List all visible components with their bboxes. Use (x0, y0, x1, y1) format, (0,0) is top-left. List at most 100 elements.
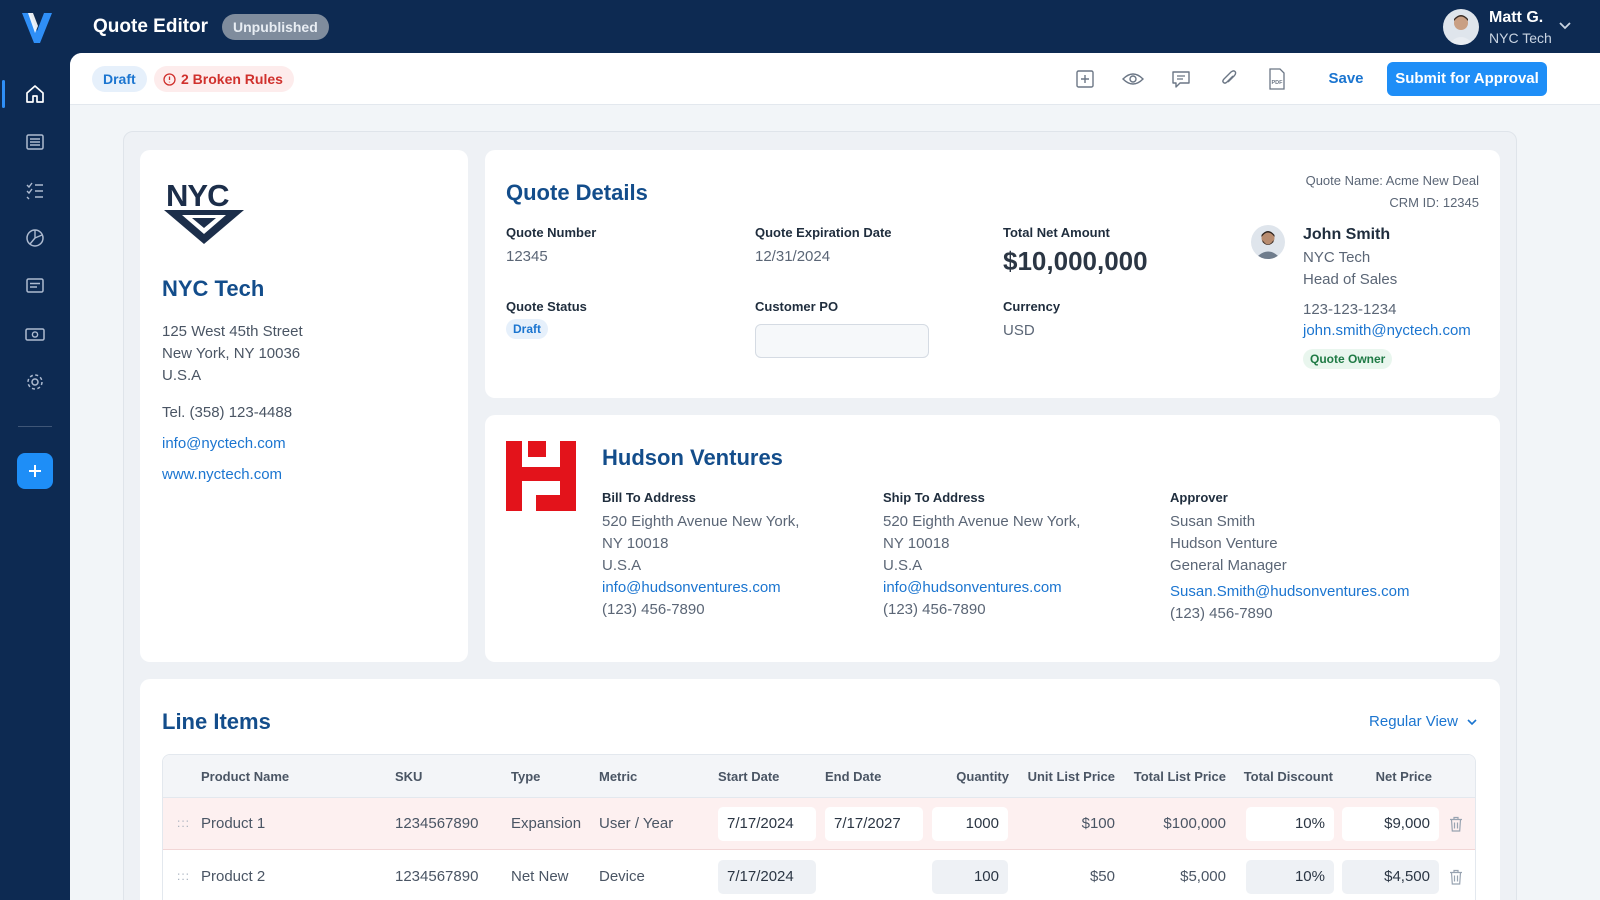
table-row[interactable]: ::: Product 1 1234567890 Expansion User … (163, 798, 1475, 850)
approver-line: General Manager (1170, 557, 1287, 574)
sidebar-item-billing[interactable] (22, 321, 48, 347)
vendor-card[interactable]: NYC NYC Tech 125 West 45th Street New Yo… (140, 150, 468, 662)
app-logo-icon[interactable] (20, 9, 54, 45)
quote-owner-badge: Quote Owner (1303, 349, 1393, 369)
vendor-website-link[interactable]: www.nyctech.com (162, 466, 283, 483)
column-header[interactable]: Start Date (718, 769, 780, 784)
comments-button[interactable] (1170, 68, 1192, 90)
gear-icon (27, 374, 43, 390)
trash-icon[interactable] (1449, 816, 1463, 832)
bill-to-section: Bill To Address 520 Eighth Avenue New Yo… (602, 490, 799, 621)
nyc-tech-logo: NYC (164, 178, 244, 244)
column-header[interactable]: End Date (825, 769, 882, 784)
sidebar-item-settings[interactable] (22, 369, 48, 395)
ship-to-line: U.S.A (883, 557, 923, 574)
user-name[interactable]: Matt G. (1489, 9, 1544, 26)
attach-button[interactable] (1218, 68, 1240, 90)
table-header: Product Name SKU Type Metric Start Date … (163, 755, 1475, 798)
export-pdf-button[interactable]: PDF (1266, 68, 1288, 90)
quote-number-value: 12345 (506, 248, 548, 265)
line-items-table: Product Name SKU Type Metric Start Date … (162, 754, 1476, 900)
table-row[interactable]: ::: Product 2 1234567890 Net New Device … (163, 851, 1475, 900)
checklist-icon (26, 182, 43, 200)
quote-number-label: Quote Number (506, 225, 597, 240)
bill-to-email-link[interactable]: info@hudsonventures.com (602, 579, 781, 596)
column-header[interactable]: Quantity (956, 769, 1009, 784)
start-date-input[interactable]: 7/17/2024 (718, 860, 816, 894)
customer-name: Hudson Ventures (602, 445, 783, 470)
start-date-input[interactable]: 7/17/2024 (718, 807, 816, 841)
currency-value[interactable]: USD (1003, 322, 1035, 339)
column-header[interactable]: Total List Price (1133, 769, 1226, 784)
chevron-down-icon[interactable] (1558, 18, 1572, 32)
expiration-date-value[interactable]: 12/31/2024 (755, 248, 831, 265)
preview-button[interactable] (1122, 68, 1144, 90)
column-header[interactable]: Product Name (201, 769, 290, 784)
column-header[interactable]: Metric (599, 769, 638, 784)
end-date-input[interactable]: 7/17/2027 (825, 807, 923, 841)
discount-input[interactable]: 10% (1246, 807, 1334, 841)
net-price-input[interactable]: $4,500 (1342, 860, 1439, 894)
vendor-email-link[interactable]: info@nyctech.com (162, 435, 286, 452)
ship-to-email-link[interactable]: info@hudsonventures.com (883, 579, 1062, 596)
sidebar-add-button[interactable] (17, 453, 53, 489)
view-selector[interactable]: Regular View (1369, 713, 1478, 730)
product-name-cell: Product 1 (201, 815, 266, 832)
column-header[interactable]: Total Discount (1243, 769, 1333, 784)
quantity-input[interactable]: 100 (932, 860, 1008, 894)
quote-status-label: Quote Status (506, 299, 587, 314)
column-header[interactable]: SKU (395, 769, 423, 784)
ship-to-phone: (123) 456-7890 (883, 601, 986, 618)
sidebar-item-checklist[interactable] (22, 177, 48, 203)
user-org: NYC Tech (1489, 30, 1552, 46)
submit-for-approval-button[interactable]: Submit for Approval (1387, 62, 1547, 96)
sku-cell: 1234567890 (395, 868, 479, 885)
column-header[interactable]: Unit List Price (1027, 769, 1115, 784)
column-header[interactable]: Type (511, 769, 541, 784)
net-price-input[interactable]: $9,000 (1342, 807, 1439, 841)
line-items-title: Line Items (162, 709, 271, 734)
main-content: Draft 2 Broken Rules PDF Save Submit for… (70, 53, 1600, 900)
sidebar-item-home[interactable] (22, 81, 48, 107)
broken-rules-pill[interactable]: 2 Broken Rules (154, 66, 294, 92)
hudson-ventures-logo (506, 441, 576, 511)
drag-handle-icon[interactable]: ::: (177, 816, 191, 830)
drag-handle-icon[interactable]: ::: (177, 869, 191, 883)
approver-label: Approver (1170, 490, 1228, 505)
svg-text:NYC: NYC (166, 178, 229, 213)
owner-email-link[interactable]: john.smith@nyctech.com (1303, 322, 1471, 339)
bill-to-line: 520 Eighth Avenue New York, (602, 513, 800, 530)
draft-status-pill: Draft (92, 66, 147, 92)
customer-po-input[interactable] (755, 324, 929, 358)
expiration-date-label: Quote Expiration Date (755, 225, 892, 240)
sidebar-item-analytics[interactable] (22, 225, 48, 251)
ship-to-label: Ship To Address (883, 490, 985, 505)
add-box-icon (1076, 70, 1094, 88)
vendor-address-line: U.S.A (162, 367, 202, 384)
discount-input[interactable]: 10% (1246, 860, 1334, 894)
total-list-price-cell: $5,000 (1180, 868, 1226, 885)
sidebar-item-list[interactable] (22, 129, 48, 155)
user-avatar[interactable] (1443, 9, 1479, 45)
type-cell: Net New (511, 868, 569, 885)
owner-avatar (1251, 225, 1285, 259)
pdf-icon: PDF (1269, 68, 1285, 90)
quote-details-card[interactable]: Quote Details Quote Name: Acme New Deal … (485, 150, 1500, 398)
trash-icon[interactable] (1449, 869, 1463, 885)
add-block-button[interactable] (1074, 68, 1096, 90)
save-button[interactable]: Save (1316, 62, 1376, 96)
eye-icon (1122, 73, 1144, 85)
message-icon (26, 278, 44, 293)
quantity-input[interactable]: 1000 (932, 807, 1008, 841)
approver-email-link[interactable]: Susan.Smith@hudsonventures.com (1170, 583, 1410, 600)
customer-card[interactable]: Hudson Ventures Bill To Address 520 Eigh… (485, 415, 1500, 662)
column-header[interactable]: Net Price (1375, 769, 1432, 784)
ship-to-line: 520 Eighth Avenue New York, (883, 513, 1081, 530)
owner-phone: 123-123-1234 (1303, 301, 1397, 318)
editor-toolbar: Draft 2 Broken Rules PDF Save Submit for… (70, 53, 1600, 105)
sidebar-item-messages[interactable] (22, 273, 48, 299)
paperclip-icon (1222, 70, 1237, 84)
svg-text:PDF: PDF (1272, 80, 1284, 86)
app-title: Quote Editor (93, 16, 209, 37)
unit-price-cell: $100 (1081, 815, 1115, 832)
